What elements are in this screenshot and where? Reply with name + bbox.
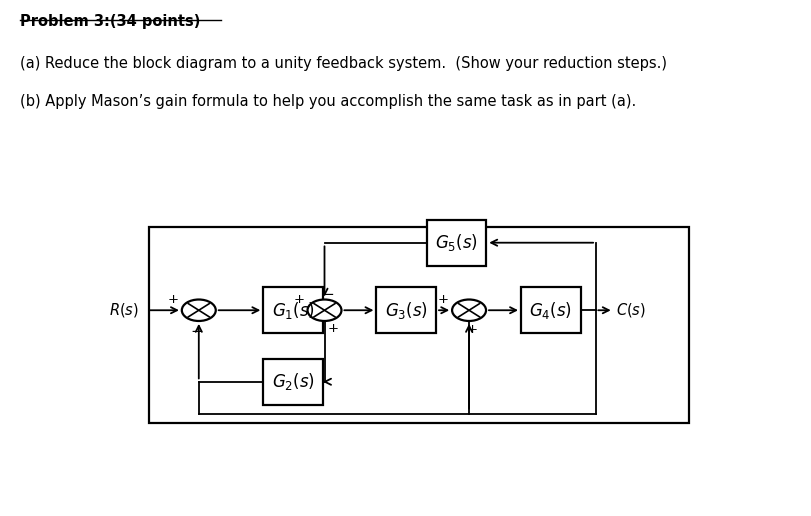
Text: $G_2(s)$: $G_2(s)$	[272, 372, 315, 392]
FancyBboxPatch shape	[376, 287, 436, 333]
Text: $G_5(s)$: $G_5(s)$	[435, 232, 478, 253]
Text: $G_4(s)$: $G_4(s)$	[530, 300, 573, 321]
FancyBboxPatch shape	[521, 287, 581, 333]
Text: $-$: $-$	[321, 285, 334, 300]
Circle shape	[307, 299, 341, 321]
FancyBboxPatch shape	[264, 359, 323, 405]
FancyBboxPatch shape	[264, 287, 323, 333]
Text: +: +	[168, 294, 178, 307]
Text: $G_3(s)$: $G_3(s)$	[384, 300, 427, 321]
Bar	[148, 227, 689, 424]
Text: (a) Reduce the block diagram to a unity feedback system.  (Show your reduction s: (a) Reduce the block diagram to a unity …	[20, 56, 667, 71]
Text: (b) Apply Mason’s gain formula to help you accomplish the same task as in part (: (b) Apply Mason’s gain formula to help y…	[20, 94, 637, 109]
FancyBboxPatch shape	[427, 220, 487, 266]
Circle shape	[182, 299, 216, 321]
Text: +: +	[438, 294, 448, 307]
Text: $-$: $-$	[190, 322, 203, 337]
Text: +: +	[294, 294, 304, 307]
Text: $G_1(s)$: $G_1(s)$	[272, 300, 315, 321]
Text: Problem 3:(34 points): Problem 3:(34 points)	[20, 14, 200, 29]
Circle shape	[452, 299, 486, 321]
Text: +: +	[327, 321, 338, 334]
Text: $R(s)$: $R(s)$	[109, 301, 139, 319]
Text: +: +	[466, 323, 478, 336]
Text: $C(s)$: $C(s)$	[616, 301, 646, 319]
